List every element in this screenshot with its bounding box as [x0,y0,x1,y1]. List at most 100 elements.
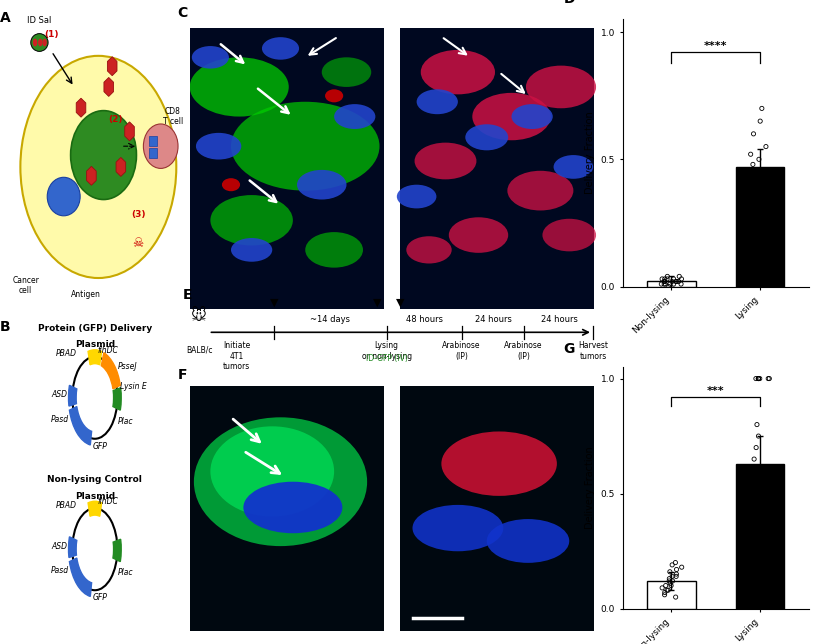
Ellipse shape [305,232,363,268]
Point [656,274,669,284]
Bar [400,386,594,631]
Ellipse shape [231,102,380,191]
Ellipse shape [210,426,334,516]
Point [655,279,668,289]
Point [672,276,685,287]
Point [666,576,679,586]
Ellipse shape [144,124,178,169]
Text: C: C [177,6,187,21]
Circle shape [73,357,117,439]
Ellipse shape [406,236,452,263]
Circle shape [42,39,47,46]
Text: PsseJ: PsseJ [118,362,138,371]
Ellipse shape [507,171,573,211]
Text: ASD: ASD [51,390,67,399]
Ellipse shape [210,195,293,245]
Point [659,580,672,591]
Point [758,466,771,476]
Point [658,276,672,287]
Text: Non-lysing Control: Non-lysing Control [48,475,142,484]
Text: Pasd: Pasd [51,415,68,424]
Y-axis label: Delivery Fraction: Delivery Fraction [585,111,596,194]
Ellipse shape [487,519,569,563]
Point [746,193,759,203]
Text: ▼: ▼ [395,298,404,308]
Point [755,103,768,113]
Text: GFP: GFP [92,442,107,451]
Point [663,567,676,577]
Text: D: D [563,0,575,6]
Ellipse shape [243,482,342,533]
Text: ~14 days: ~14 days [310,315,351,324]
Point [757,558,770,568]
Ellipse shape [554,155,593,179]
Point [743,193,757,203]
Point [662,576,676,586]
Ellipse shape [526,66,596,108]
Text: G: G [563,341,575,355]
Point [672,271,686,281]
Point [752,374,765,384]
Text: 🐭: 🐭 [191,308,207,323]
Point [752,374,765,384]
Text: ☠: ☠ [133,238,144,251]
Point [675,562,688,573]
Ellipse shape [543,219,596,251]
Ellipse shape [449,217,508,253]
Text: Initiate
4T1
tumors: Initiate 4T1 tumors [223,341,250,371]
Text: A: A [0,11,11,24]
Circle shape [33,39,37,46]
Point [666,276,679,287]
Wedge shape [69,406,92,445]
Point [670,276,683,287]
Text: (3): (3) [131,211,145,220]
Text: Non-lysing: Non-lysing [466,17,528,27]
Ellipse shape [465,124,508,150]
Text: Cancer
cell: Cancer cell [12,276,39,295]
Point [753,374,766,384]
FancyBboxPatch shape [148,136,158,146]
Circle shape [38,39,43,46]
Point [752,154,766,164]
Text: Pasd: Pasd [51,566,68,575]
Text: Arabinose
(IP): Arabinose (IP) [504,341,543,361]
Text: Plac: Plac [117,417,133,426]
Point [751,419,764,430]
Text: 24 hours: 24 hours [475,315,512,324]
Point [763,185,776,195]
Text: Plac: Plac [117,569,133,578]
Point [756,488,769,498]
Point [659,279,672,289]
Text: Arabinose
(IP): Arabinose (IP) [442,341,481,361]
Point [747,129,760,139]
Wedge shape [69,558,92,596]
Ellipse shape [196,133,241,160]
Text: Plasmid: Plasmid [75,340,115,349]
Text: Lysing: Lysing [268,376,305,386]
Point [666,571,679,582]
Point [752,374,765,384]
Point [658,279,671,289]
Ellipse shape [47,177,80,216]
Point [663,578,676,589]
Ellipse shape [71,111,136,200]
Ellipse shape [441,431,557,496]
Text: Lysing
or non-lysing: Lysing or non-lysing [361,341,412,361]
Ellipse shape [190,57,289,117]
Point [749,477,762,488]
Text: PBAD: PBAD [55,500,77,509]
Bar [400,28,594,309]
Wedge shape [88,501,101,516]
Point [670,571,683,582]
Text: (2): (2) [108,115,123,124]
Wedge shape [88,350,101,365]
Point [751,167,764,177]
Text: ID Sal: ID Sal [27,16,52,24]
Ellipse shape [194,417,367,546]
Point [669,558,682,568]
Point [756,205,769,215]
Wedge shape [113,388,121,410]
Ellipse shape [21,56,177,278]
Point [670,564,683,574]
Ellipse shape [421,50,495,95]
